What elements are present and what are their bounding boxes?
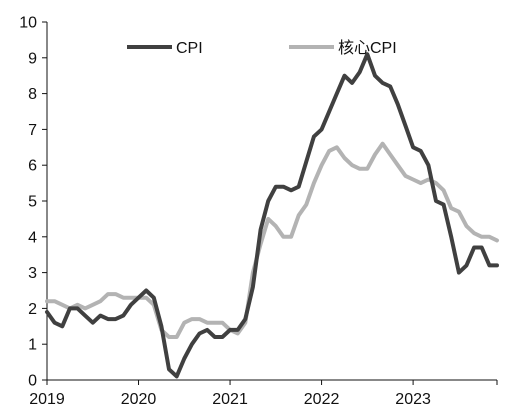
- y-axis-ticks: 0 1 2 3 4 5 6 7 8 9 10: [19, 15, 47, 390]
- x-tick-label: 2023: [395, 391, 431, 408]
- y-tick-label: 0: [28, 373, 37, 390]
- x-tick-label: 2020: [121, 391, 157, 408]
- y-tick-label: 6: [28, 158, 37, 175]
- y-tick-label: 8: [28, 86, 37, 103]
- axes: [46, 22, 497, 381]
- y-tick-label: 4: [28, 229, 37, 246]
- x-axis-ticks: 2019 2020 2021 2022 2023: [29, 380, 498, 408]
- y-tick-label: 2: [28, 301, 37, 318]
- y-tick-label: 5: [28, 194, 37, 211]
- legend-label-cpi: CPI: [176, 40, 203, 57]
- legend: CPI 核心CPI: [127, 39, 397, 57]
- x-tick-label: 2019: [29, 391, 65, 408]
- series-line-cpi: [45, 52, 499, 379]
- series-layer: [45, 52, 499, 379]
- x-tick-label: 2021: [212, 391, 248, 408]
- x-tick-label: 2022: [304, 391, 340, 408]
- y-tick-label: 3: [28, 265, 37, 282]
- y-tick-label: 1: [28, 337, 37, 354]
- y-tick-label: 9: [28, 50, 37, 67]
- series-line-core-cpi: [45, 141, 499, 339]
- y-tick-label: 10: [19, 15, 37, 32]
- y-tick-label: 7: [28, 122, 37, 139]
- legend-label-core-cpi: 核心CPI: [338, 39, 397, 57]
